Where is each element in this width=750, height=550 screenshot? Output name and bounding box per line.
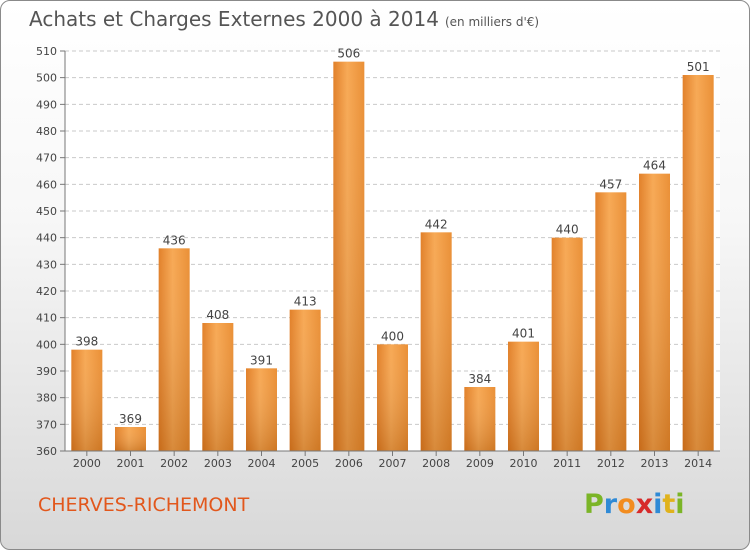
bar-shade [202,323,234,451]
y-tick-label: 480 [36,125,57,138]
chart-title: Achats et Charges Externes 2000 à 2014 (e… [29,7,539,31]
data-label: 400 [381,329,404,343]
y-tick-label: 510 [36,45,57,58]
data-label: 440 [556,223,579,237]
data-label: 436 [163,233,186,247]
bar-shade [420,232,452,451]
x-tick-label: 2001 [117,457,145,470]
y-tick-label: 470 [36,152,57,165]
bars [71,61,714,452]
x-tick-label: 2003 [204,457,232,470]
chart-title-text: Achats et Charges Externes 2000 à 2014 [29,7,439,31]
y-tick-label: 370 [36,418,57,431]
x-tick-label: 2011 [553,457,581,470]
y-tick-label: 420 [36,285,57,298]
y-tick-label: 400 [36,338,57,351]
bar-shade [639,173,670,451]
bar-shade [377,344,408,451]
data-label: 408 [206,308,229,322]
x-tick-label: 2005 [291,457,319,470]
data-label: 369 [119,412,142,426]
y-tick-label: 490 [36,98,57,111]
x-tick-label: 2009 [466,457,494,470]
y-tick-label: 450 [36,205,57,218]
data-label: 464 [643,159,666,173]
y-axis: 360 370 380 390 400 410 420 430 440 450 460 470 480 4… [36,45,66,458]
data-label: 398 [75,335,98,349]
y-tick-label: 390 [36,365,57,378]
data-label: 413 [294,295,317,309]
x-tick-label: 2013 [641,457,669,470]
bar-shade [115,427,146,451]
data-labels: 398 369 436 408 391 413 506 400 442 384 401 440 457 4… [75,47,709,426]
x-tick-label: 2010 [510,457,538,470]
x-axis: 2000 2001 2002 2003 2004 2005 2006 2007 2008 2009… [65,450,720,470]
data-label: 501 [687,60,710,74]
x-tick-label: 2006 [335,457,363,470]
bar-shade [682,75,714,451]
x-tick-label: 2008 [422,457,450,470]
bar-shade [289,309,321,451]
data-label: 401 [512,327,535,341]
bar-shade [595,192,627,452]
y-tick-label: 440 [36,232,57,245]
bar-shade [551,237,583,451]
place-name: CHERVES-RICHEMONT [38,494,250,516]
bar-shade [158,248,190,451]
x-tick-label: 2002 [160,457,188,470]
y-tick-label: 500 [36,72,57,85]
bar-shade [71,349,103,451]
data-label: 442 [425,217,448,231]
y-tick-label: 410 [36,312,57,325]
x-tick-label: 2007 [379,457,407,470]
bar-shade [508,341,539,451]
proxiti-logo[interactable]: Proxiti [584,489,685,520]
y-tick-label: 460 [36,178,57,191]
y-tick-label: 380 [36,392,57,405]
x-tick-label: 2004 [248,457,276,470]
x-tick-label: 2000 [73,457,101,470]
data-label: 391 [250,353,273,367]
y-tick-label: 430 [36,258,57,271]
x-tick-label: 2012 [597,457,625,470]
y-tick-label: 360 [36,445,57,458]
chart-unit: (en milliers d'€) [444,15,540,29]
data-label: 457 [599,177,622,191]
bar-shade [464,387,496,451]
data-label: 506 [337,47,360,61]
data-label: 384 [468,372,491,386]
x-tick-label: 2014 [684,457,712,470]
bar-shade [333,61,365,452]
bar-shade [246,368,277,451]
